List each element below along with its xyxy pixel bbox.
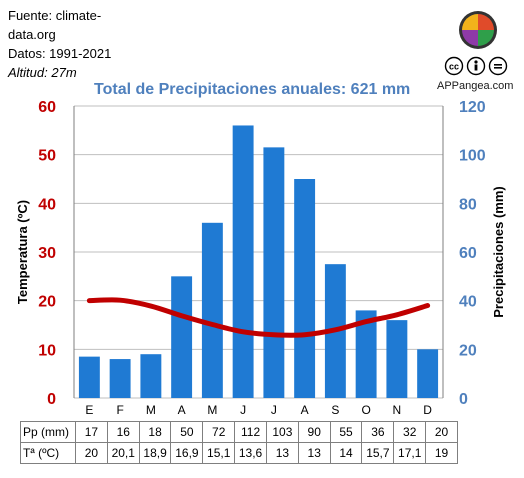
precipitation-bar bbox=[355, 310, 377, 398]
data-years: Datos: 1991-2021 bbox=[8, 46, 112, 61]
month-label: F bbox=[116, 403, 123, 417]
source-line: data.org bbox=[8, 27, 56, 42]
row-label: Pp (mm) bbox=[20, 421, 76, 443]
table-cell: 55 bbox=[329, 421, 363, 443]
table-row: Tª (ºC) 20 20,1 18,9 16,9 15,1 13,6 13 13 14 15,7 1… bbox=[20, 442, 458, 464]
table-cell: 17 bbox=[75, 421, 108, 443]
table-cell: 15,1 bbox=[202, 442, 236, 464]
table-cell: 50 bbox=[170, 421, 204, 443]
brand-name: APPangea.com bbox=[437, 80, 514, 92]
precipitation-bar bbox=[171, 276, 193, 398]
y-tick-left: 30 bbox=[38, 245, 56, 262]
table-cell: 15,7 bbox=[361, 442, 395, 464]
month-label: S bbox=[331, 403, 339, 417]
table-cell: 20 bbox=[75, 442, 108, 464]
table-cell: 90 bbox=[297, 421, 331, 443]
precipitation-bar bbox=[386, 320, 408, 398]
y-axis-label-left: Temperatura (ºC) bbox=[15, 200, 30, 304]
precipitation-bar bbox=[263, 147, 285, 398]
y-tick-right: 60 bbox=[459, 245, 477, 262]
table-cell: 17,1 bbox=[393, 442, 427, 464]
climate-chart: 0 10 20 30 40 50 60 0 20 40 60 80 100 120 E F M A M J J A S O… bbox=[15, 99, 506, 417]
table-cell: 13 bbox=[265, 442, 299, 464]
creative-commons-icon: cc bbox=[444, 56, 508, 76]
y-tick-right: 80 bbox=[459, 196, 477, 213]
source-info: Fuente: climate- data.org Datos: 1991-20… bbox=[8, 6, 138, 82]
month-label: O bbox=[361, 403, 370, 417]
precipitation-bar bbox=[232, 125, 254, 398]
table-cell: 18,9 bbox=[138, 442, 172, 464]
table-cell: 13 bbox=[297, 442, 331, 464]
month-label: M bbox=[207, 403, 217, 417]
y-tick-left: 10 bbox=[38, 342, 56, 359]
table-cell: 13,6 bbox=[234, 442, 267, 464]
svg-text:cc: cc bbox=[449, 62, 459, 72]
temperature-line bbox=[86, 297, 431, 338]
month-label: J bbox=[240, 403, 246, 417]
precipitation-bar bbox=[78, 356, 100, 398]
month-label: A bbox=[178, 403, 186, 417]
y-tick-right: 100 bbox=[459, 148, 486, 165]
table-cell: 16 bbox=[106, 421, 140, 443]
table-cell: 32 bbox=[393, 421, 427, 443]
y-tick-left: 40 bbox=[38, 196, 56, 213]
month-label: N bbox=[393, 403, 402, 417]
y-tick-left: 60 bbox=[38, 99, 56, 116]
y-tick-left: 0 bbox=[47, 391, 56, 408]
precipitation-bar bbox=[417, 349, 439, 398]
precipitation-bar bbox=[201, 222, 223, 398]
month-label: M bbox=[146, 403, 156, 417]
y-axis-label-right: Precipitaciones (mm) bbox=[491, 186, 506, 318]
month-label: D bbox=[423, 403, 432, 417]
y-tick-right: 20 bbox=[459, 342, 477, 359]
table-cell: 14 bbox=[329, 442, 363, 464]
month-label: A bbox=[301, 403, 309, 417]
table-cell: 112 bbox=[234, 421, 267, 443]
puzzle-logo-icon bbox=[459, 11, 497, 49]
chart-title: Total de Precipitaciones anuales: 621 mm bbox=[94, 81, 411, 98]
table-cell: 16,9 bbox=[170, 442, 204, 464]
table-cell: 72 bbox=[202, 421, 236, 443]
source-line: Fuente: climate- bbox=[8, 8, 102, 23]
y-tick-right: 120 bbox=[459, 99, 486, 116]
table-cell: 19 bbox=[425, 442, 458, 464]
table-cell: 103 bbox=[265, 421, 299, 443]
y-tick-left: 20 bbox=[38, 294, 56, 311]
month-label: J bbox=[271, 403, 277, 417]
precipitation-bar bbox=[294, 179, 316, 398]
y-tick-right: 40 bbox=[459, 294, 477, 311]
table-cell: 20 bbox=[425, 421, 458, 443]
altitude: Altitud: 27m bbox=[8, 65, 77, 80]
table-cell: 36 bbox=[361, 421, 395, 443]
table-row: Pp (mm) 17 16 18 50 72 112 103 90 55 36 32 20 bbox=[20, 421, 458, 443]
month-label: E bbox=[85, 403, 93, 417]
y-tick-left: 50 bbox=[38, 148, 56, 165]
y-tick-right: 0 bbox=[459, 391, 468, 408]
row-label: Tª (ºC) bbox=[20, 442, 76, 464]
precipitation-bar bbox=[109, 359, 131, 398]
precipitation-bar bbox=[140, 354, 162, 398]
table-cell: 20,1 bbox=[106, 442, 140, 464]
table-cell: 18 bbox=[138, 421, 172, 443]
data-table: Pp (mm) 17 16 18 50 72 112 103 90 55 36 32 20 Tª (ºC)… bbox=[20, 421, 458, 464]
